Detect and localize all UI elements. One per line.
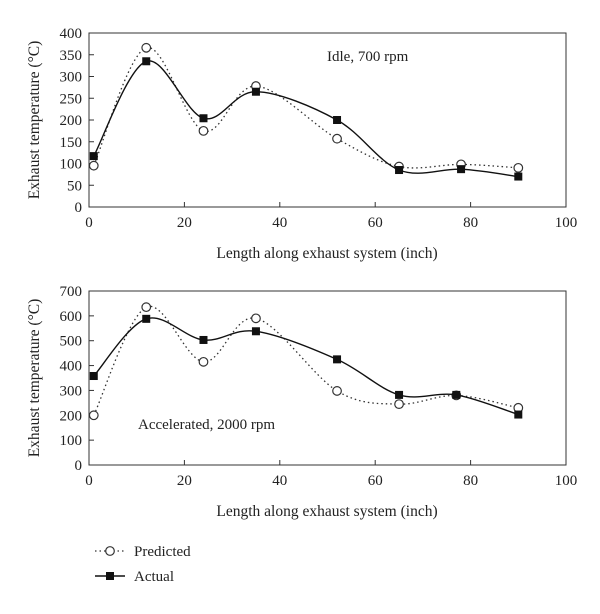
y-axis-title: Exhaust temperature (°C) bbox=[26, 41, 43, 200]
y-tick-label: 300 bbox=[60, 70, 83, 86]
legend: Predicted Actual bbox=[95, 544, 191, 585]
data-point-actual bbox=[89, 372, 98, 381]
x-tick-label: 80 bbox=[463, 473, 478, 489]
data-point-actual bbox=[457, 165, 466, 174]
chart-idle: Idle, 700 rpm Length along exhaust syste… bbox=[26, 26, 577, 262]
data-point-actual bbox=[251, 87, 260, 96]
data-point-actual bbox=[395, 390, 404, 399]
data-point-actual bbox=[514, 172, 523, 181]
y-tick-label: 50 bbox=[67, 178, 82, 194]
y-tick-label: 150 bbox=[60, 135, 83, 151]
series-line-predicted bbox=[93, 305, 519, 416]
series-line-actual bbox=[93, 60, 519, 178]
data-point-actual bbox=[251, 327, 260, 336]
data-point-actual bbox=[142, 57, 151, 66]
data-point-predicted bbox=[251, 313, 261, 324]
y-tick-label: 250 bbox=[60, 91, 83, 107]
series-line-predicted bbox=[93, 47, 519, 169]
y-tick-label: 200 bbox=[60, 408, 83, 424]
y-tick-label: 400 bbox=[60, 26, 83, 42]
x-tick-label: 80 bbox=[463, 215, 478, 231]
y-tick-label: 100 bbox=[60, 433, 83, 449]
y-tick-label: 600 bbox=[60, 309, 83, 325]
x-tick-label: 20 bbox=[177, 215, 192, 231]
chart-annotation: Accelerated, 2000 rpm bbox=[138, 417, 275, 433]
x-axis-title: Length along exhaust system (inch) bbox=[216, 503, 437, 520]
data-point-predicted bbox=[141, 302, 152, 313]
y-tick-label: 700 bbox=[60, 284, 83, 300]
data-point-actual bbox=[514, 410, 523, 419]
x-tick-label: 60 bbox=[368, 473, 383, 489]
legend-item-actual: Actual bbox=[95, 569, 174, 585]
y-tick-label: 400 bbox=[60, 359, 83, 375]
legend-marker-predicted bbox=[105, 546, 115, 556]
data-point-actual bbox=[142, 314, 151, 323]
data-point-actual bbox=[333, 355, 342, 364]
data-point-actual bbox=[89, 152, 98, 161]
data-point-predicted bbox=[88, 410, 99, 421]
data-point-predicted bbox=[88, 160, 99, 171]
y-tick-label: 0 bbox=[75, 458, 83, 474]
data-point-actual bbox=[199, 114, 208, 123]
y-tick-label: 500 bbox=[60, 334, 83, 350]
data-point-predicted bbox=[141, 42, 152, 53]
x-tick-label: 40 bbox=[272, 473, 287, 489]
data-point-predicted bbox=[198, 125, 209, 136]
x-tick-label: 100 bbox=[555, 215, 578, 231]
data-point-predicted bbox=[394, 399, 404, 410]
x-tick-label: 0 bbox=[85, 473, 93, 489]
data-point-actual bbox=[395, 166, 404, 175]
x-tick-label: 100 bbox=[555, 473, 578, 489]
data-point-predicted bbox=[332, 386, 342, 396]
data-point-predicted bbox=[513, 162, 524, 173]
data-point-predicted bbox=[198, 356, 209, 367]
legend-item-predicted: Predicted bbox=[95, 544, 191, 560]
data-point-actual bbox=[333, 116, 342, 124]
legend-marker-actual bbox=[106, 572, 114, 580]
series-line-actual bbox=[93, 317, 519, 416]
chart-annotation: Idle, 700 rpm bbox=[327, 49, 409, 65]
y-tick-label: 100 bbox=[60, 157, 83, 173]
chart-accelerated: Accelerated, 2000 rpm Length along exhau… bbox=[26, 284, 577, 520]
data-point-actual bbox=[452, 390, 461, 399]
legend-label-actual: Actual bbox=[134, 569, 174, 585]
y-tick-label: 200 bbox=[60, 113, 83, 129]
y-tick-label: 300 bbox=[60, 383, 83, 399]
x-tick-label: 40 bbox=[272, 215, 287, 231]
x-tick-label: 20 bbox=[177, 473, 192, 489]
data-point-predicted bbox=[332, 133, 342, 144]
y-tick-label: 350 bbox=[60, 48, 83, 64]
data-point-actual bbox=[199, 335, 208, 344]
y-axis-title: Exhaust temperature (°C) bbox=[26, 299, 43, 458]
x-tick-label: 60 bbox=[368, 215, 383, 231]
y-tick-label: 0 bbox=[75, 200, 83, 216]
plot-frame bbox=[88, 290, 567, 466]
x-tick-label: 0 bbox=[85, 215, 93, 231]
x-axis-title: Length along exhaust system (inch) bbox=[216, 245, 437, 262]
legend-label-predicted: Predicted bbox=[134, 544, 191, 560]
